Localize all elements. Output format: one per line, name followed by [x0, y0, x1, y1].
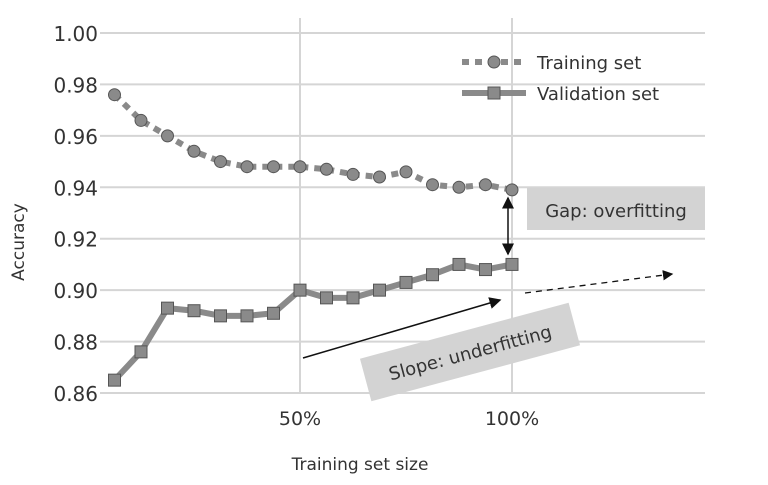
training-point: [293, 160, 307, 174]
y-tick-label: 0.96: [53, 125, 98, 149]
validation-point: [452, 257, 466, 271]
training-point: [505, 183, 519, 197]
y-tick-label: 1.00: [53, 22, 98, 46]
training-point: [108, 88, 121, 102]
series-layer: [108, 88, 519, 387]
validation-point: [320, 291, 333, 305]
y-tick-label: 0.94: [53, 176, 98, 200]
training-point: [373, 170, 386, 184]
training-point: [320, 162, 333, 176]
gap-annotation-text: Gap: overfitting: [545, 201, 687, 222]
validation-point: [505, 257, 519, 271]
training-point: [479, 178, 492, 192]
legend-validation-label: Validation set: [537, 84, 659, 105]
validation-point: [108, 373, 121, 387]
legend-training: Training set: [462, 53, 641, 74]
validation-point: [134, 345, 148, 359]
legend: Training set Validation set: [462, 53, 659, 105]
validation-point: [267, 306, 280, 320]
training-point: [399, 165, 413, 179]
y-tick-label: 0.92: [53, 228, 98, 252]
training-point: [187, 144, 201, 158]
x-tick-label: 100%: [485, 408, 539, 430]
training-point: [426, 178, 439, 192]
y-tick-labels: 1.00 0.98 0.96 0.94 0.92 0.90 0.88 0.86: [53, 22, 98, 406]
validation-point: [399, 275, 413, 289]
validation-point: [479, 263, 492, 277]
y-tick-label: 0.90: [53, 279, 98, 303]
validation-point: [214, 309, 227, 323]
validation-point: [426, 268, 439, 282]
y-tick-label: 0.98: [53, 73, 98, 97]
validation-point: [187, 304, 201, 318]
extrapolation-dashed-arrow: [524, 270, 674, 294]
x-tick-label: 50%: [279, 408, 321, 430]
training-line: [112, 92, 513, 193]
training-point: [134, 113, 148, 127]
validation-point: [293, 283, 307, 297]
training-point: [346, 167, 360, 181]
training-point: [161, 129, 174, 143]
slope-annotation: Slope: underfitting: [359, 302, 581, 402]
y-tick-label: 0.88: [53, 331, 98, 355]
training-point: [214, 155, 227, 169]
gap-annotation: Gap: overfitting: [527, 188, 705, 230]
y-tick-label: 0.86: [53, 382, 98, 406]
legend-training-label: Training set: [536, 53, 641, 74]
validation-line: [112, 261, 513, 383]
slope-arrow: [302, 297, 502, 359]
training-point: [240, 160, 254, 174]
x-tick-labels: 50% 100%: [279, 408, 539, 430]
training-point: [452, 180, 466, 194]
validation-point: [161, 301, 174, 315]
x-axis-label: Training set size: [291, 455, 429, 475]
validation-point: [240, 309, 254, 323]
y-axis-label: Accuracy: [9, 203, 29, 281]
validation-point: [373, 283, 386, 297]
validation-point: [346, 291, 360, 305]
training-point: [267, 160, 280, 174]
legend-validation: Validation set: [462, 84, 659, 105]
